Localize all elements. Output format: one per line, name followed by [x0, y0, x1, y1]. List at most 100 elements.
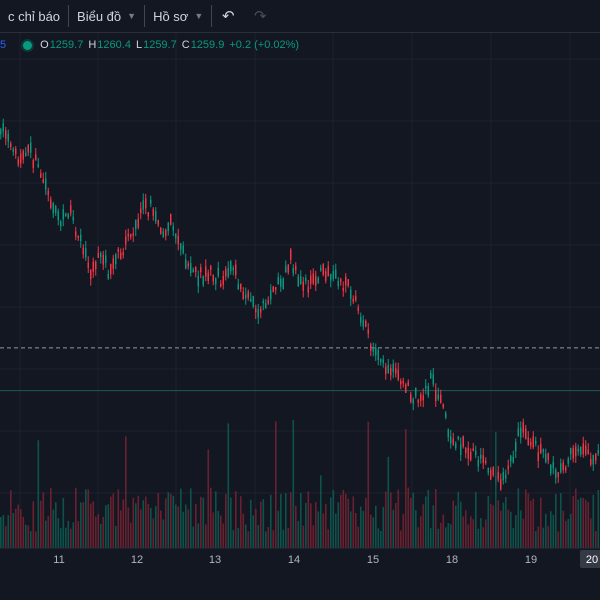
candle-body [390, 368, 392, 376]
candle-body [82, 247, 84, 255]
volume-bar [435, 489, 437, 548]
volume-bar [582, 497, 585, 548]
volume-bar [202, 497, 205, 548]
candle-body [557, 472, 559, 478]
candle-body [212, 274, 214, 282]
candle-body [467, 447, 469, 459]
candle-body [560, 463, 562, 473]
volume-bar [385, 491, 387, 548]
volume-bar [217, 511, 220, 548]
legend-prefix: 5 [0, 39, 7, 51]
profile-menu-button[interactable]: Hồ sơ ▼ [145, 0, 211, 32]
candle-body [37, 164, 39, 167]
volume-bar [102, 516, 105, 548]
volume-bar [20, 509, 22, 548]
candle-body [355, 295, 357, 301]
volume-bar [5, 526, 7, 548]
volume-bar [387, 456, 390, 548]
volume-bar [267, 527, 270, 548]
volume-bar [312, 525, 315, 548]
volume-bar [195, 504, 197, 548]
candle-body [462, 436, 464, 447]
candle-body [217, 267, 219, 277]
volume-bar [292, 419, 295, 548]
volume-bar [277, 510, 280, 548]
volume-bar [200, 496, 202, 548]
volume-bar [485, 519, 487, 548]
volume-bar [570, 513, 572, 548]
candle-body [575, 446, 577, 457]
candle-body [372, 348, 374, 352]
volume-bar [187, 509, 190, 548]
volume-bar [185, 504, 187, 548]
legend-low-value: 1259.7 [143, 39, 177, 51]
volume-bar [192, 526, 195, 548]
volume-bar [362, 510, 365, 548]
volume-bar [257, 525, 260, 548]
candle-body [155, 211, 157, 222]
volume-bar [247, 531, 250, 548]
candle-body [582, 443, 584, 455]
volume-bar [40, 500, 42, 548]
volume-bar [342, 489, 345, 548]
candle-body [332, 270, 334, 280]
volume-bar [35, 531, 37, 548]
candle-body [10, 143, 12, 148]
toolbar-divider [211, 5, 213, 27]
candle-body [300, 276, 302, 285]
candle-body [260, 308, 262, 313]
candle-body [145, 198, 147, 209]
candle-body [240, 283, 242, 290]
chart-menu-button[interactable]: Biểu đồ ▼ [69, 0, 144, 32]
candle-body [67, 213, 69, 218]
candle-body [20, 153, 22, 164]
redo-button[interactable]: ↷ [244, 0, 276, 32]
volume-bar [330, 497, 332, 548]
candle-body [277, 277, 279, 285]
candle-body [120, 252, 122, 259]
candle-body [350, 289, 352, 299]
candle-body [290, 249, 292, 260]
candle-body [77, 235, 79, 238]
volume-bar [265, 531, 267, 548]
volume-bar [595, 531, 597, 548]
volume-bar [497, 500, 500, 548]
candle-body [25, 152, 27, 157]
candlestick-chart[interactable]: 11 12 13 14 15 18 19 20 [0, 33, 600, 600]
candle-body [5, 130, 7, 139]
volume-bar [492, 505, 495, 548]
candle-body [590, 458, 592, 465]
volume-bar [160, 510, 162, 548]
volume-bar [47, 516, 50, 548]
candle-body [70, 205, 72, 214]
volume-bar [235, 491, 237, 548]
profile-menu-label: Hồ sơ [153, 8, 189, 24]
candle-body [202, 276, 204, 286]
indicators-button[interactable]: c chỉ báo [0, 0, 68, 32]
candle-body [405, 384, 407, 393]
volume-bar [597, 490, 600, 548]
candle-body [57, 211, 59, 221]
candle-body [87, 262, 89, 268]
candle-body [362, 320, 364, 327]
candle-body [597, 450, 599, 454]
candle-body [385, 366, 387, 374]
candle-body [460, 444, 462, 456]
volume-bar [440, 522, 442, 548]
volume-bar [432, 505, 435, 548]
candle-body [475, 450, 477, 455]
volume-bar [275, 421, 277, 548]
candle-body [222, 276, 224, 285]
candle-body [190, 263, 192, 274]
candle-body [515, 442, 517, 452]
volume-bar [2, 515, 5, 548]
volume-bar [232, 530, 235, 548]
candle-body [562, 462, 564, 471]
candle-body [490, 469, 492, 480]
undo-button[interactable]: ↶ [212, 0, 244, 32]
candle-body [397, 369, 399, 380]
volume-bar [527, 493, 530, 548]
volume-bar [285, 493, 287, 548]
volume-bar [445, 527, 447, 548]
volume-bar [90, 503, 92, 548]
